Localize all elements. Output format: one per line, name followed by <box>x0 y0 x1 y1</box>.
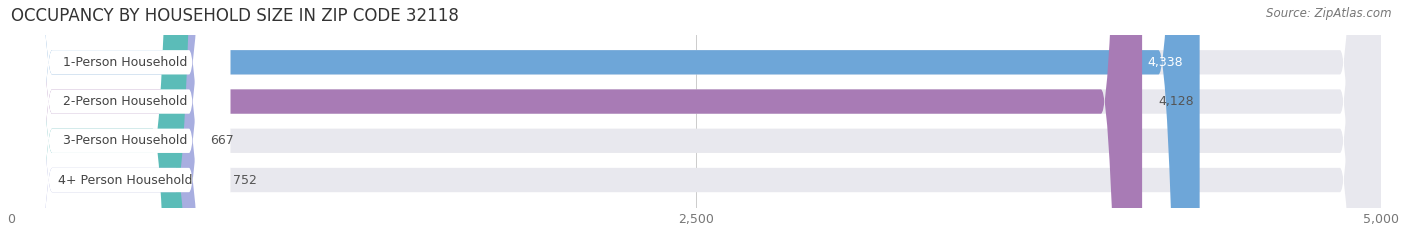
Text: 752: 752 <box>233 174 257 187</box>
Text: OCCUPANCY BY HOUSEHOLD SIZE IN ZIP CODE 32118: OCCUPANCY BY HOUSEHOLD SIZE IN ZIP CODE … <box>11 7 458 25</box>
FancyBboxPatch shape <box>11 0 1142 233</box>
FancyBboxPatch shape <box>11 0 1381 233</box>
FancyBboxPatch shape <box>11 0 231 233</box>
FancyBboxPatch shape <box>11 0 217 233</box>
FancyBboxPatch shape <box>11 0 231 233</box>
Text: Source: ZipAtlas.com: Source: ZipAtlas.com <box>1267 7 1392 20</box>
Text: 4,338: 4,338 <box>1147 56 1184 69</box>
Text: 667: 667 <box>209 134 233 147</box>
FancyBboxPatch shape <box>11 0 1381 233</box>
FancyBboxPatch shape <box>11 0 194 233</box>
Text: 4,128: 4,128 <box>1159 95 1194 108</box>
FancyBboxPatch shape <box>11 0 231 233</box>
Text: 1-Person Household: 1-Person Household <box>63 56 187 69</box>
Text: 4+ Person Household: 4+ Person Household <box>58 174 193 187</box>
FancyBboxPatch shape <box>11 0 1381 233</box>
FancyBboxPatch shape <box>11 0 1381 233</box>
FancyBboxPatch shape <box>11 0 1199 233</box>
FancyBboxPatch shape <box>11 0 231 233</box>
Text: 3-Person Household: 3-Person Household <box>63 134 187 147</box>
Text: 2-Person Household: 2-Person Household <box>63 95 187 108</box>
